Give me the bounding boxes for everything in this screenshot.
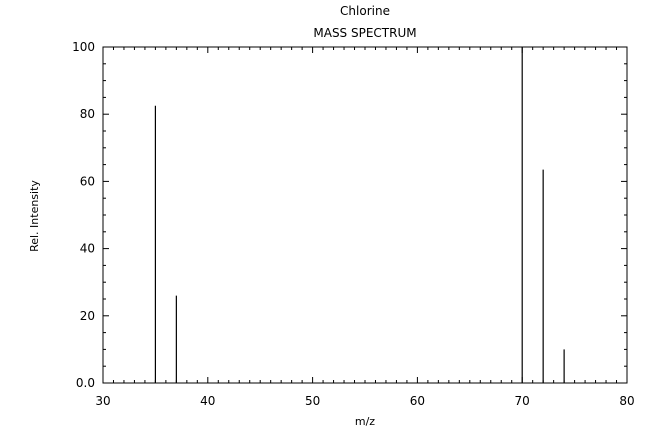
x-tick-label: 80 xyxy=(619,394,634,408)
x-tick-label: 60 xyxy=(410,394,425,408)
y-tick-label: 80 xyxy=(80,107,95,121)
x-tick-label: 40 xyxy=(200,394,215,408)
y-tick-label: 100 xyxy=(72,40,95,54)
chart-title: Chlorine xyxy=(340,4,390,18)
peak-series xyxy=(154,47,565,383)
y-tick-label: 60 xyxy=(80,174,95,188)
x-tick-label: 50 xyxy=(305,394,320,408)
x-axis-label: m/z xyxy=(355,415,375,428)
chart-subtitle: MASS SPECTRUM xyxy=(313,26,416,40)
x-tick-label: 30 xyxy=(95,394,110,408)
y-tick-label: 40 xyxy=(80,242,95,256)
plot-frame xyxy=(102,46,628,384)
y-tick-label: 0.0 xyxy=(76,376,95,390)
axis-ticks: 30 40 50 60 70 80 0.0 20 40 60 80 100 xyxy=(72,40,635,408)
x-tick-label: 70 xyxy=(515,394,530,408)
y-axis-label: Rel. Intensity xyxy=(28,180,41,252)
y-tick-label: 20 xyxy=(80,309,95,323)
